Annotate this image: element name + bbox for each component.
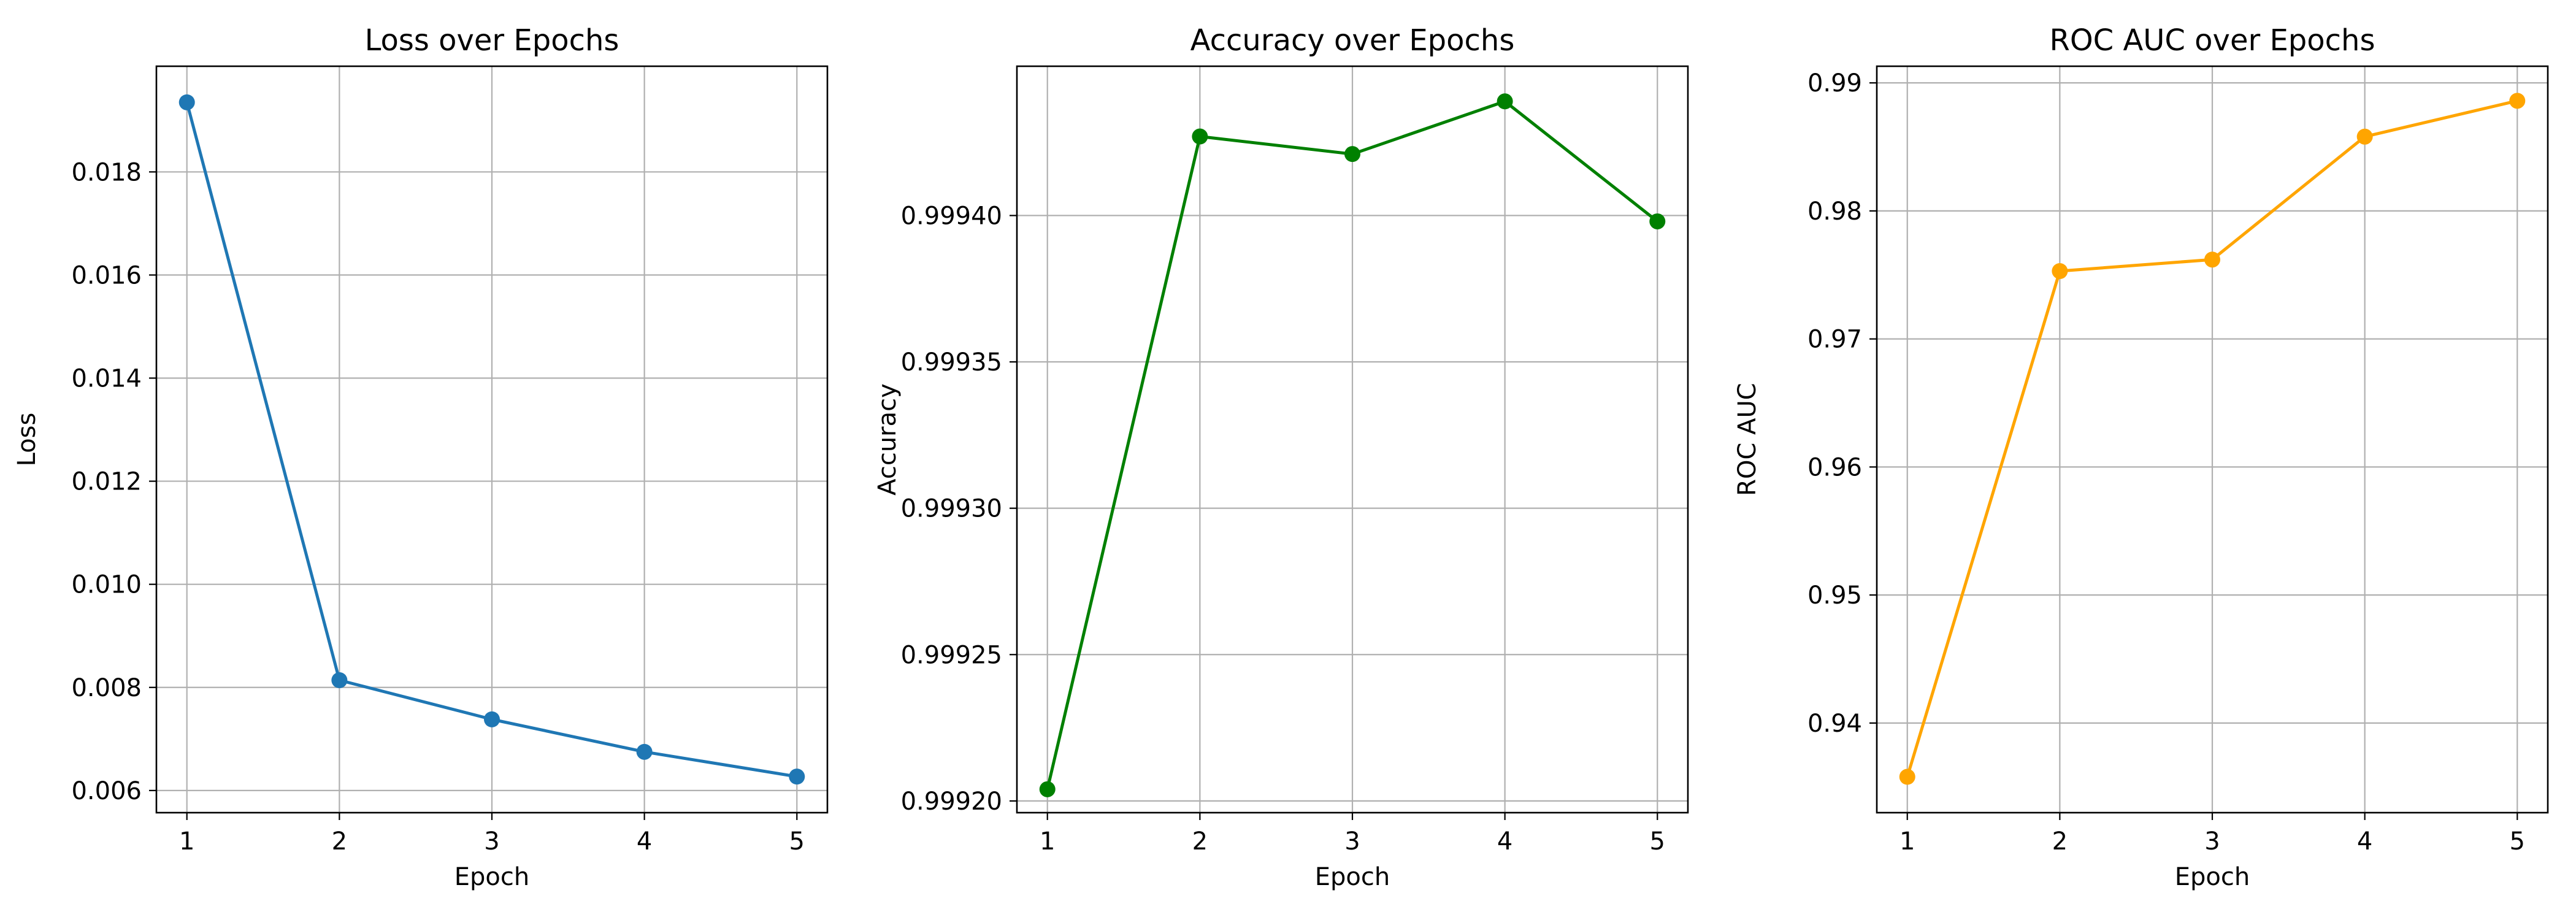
chart-1-point-3: [484, 711, 500, 727]
chart-2-point-4: [1497, 93, 1513, 110]
chart-3-point-2: [2052, 263, 2068, 279]
chart-1-point-1: [178, 94, 195, 110]
chart-1-y-axis-label: Loss: [13, 413, 41, 467]
chart-1-point-4: [636, 743, 653, 760]
chart-3-x-tick-label-1: 1: [1899, 827, 1915, 856]
chart-1-y-tick-label-1: 0.006: [71, 777, 142, 805]
chart-1-y-tick-label-4: 0.012: [71, 468, 142, 496]
chart-2-x-tick-label-2: 2: [1192, 827, 1208, 856]
chart-2-y-tick-label-1: 0.99920: [901, 788, 1002, 816]
chart-1-x-tick-label-5: 5: [789, 827, 805, 856]
chart-2-x-tick-label-5: 5: [1650, 827, 1665, 856]
chart-3-x-tick-label-5: 5: [2510, 827, 2525, 856]
chart-3-axes-frame: [1876, 65, 2549, 814]
chart-2-axes-frame: [1016, 65, 1689, 814]
chart-2-y-tick-label-3: 0.99930: [901, 495, 1002, 523]
chart-3-x-tick-label-3: 3: [2204, 827, 2220, 856]
chart-3-x-tick-label-2: 2: [2052, 827, 2068, 856]
chart-3-y-tick-label-6: 0.99: [1807, 69, 1862, 98]
chart-1-y-tick-label-7: 0.018: [71, 158, 142, 186]
chart-2-y-tick-label-4: 0.99935: [901, 348, 1002, 377]
chart-3-point-3: [2204, 251, 2220, 268]
chart-2-point-2: [1192, 128, 1208, 145]
chart-2-x-axis-label: Epoch: [1315, 863, 1390, 891]
chart-1-x-tick-label-1: 1: [179, 827, 194, 856]
chart-3-y-tick-label-3: 0.96: [1807, 453, 1862, 481]
chart-3-point-4: [2356, 128, 2373, 145]
chart-3-y-axis-label: ROC AUC: [1733, 383, 1761, 496]
chart-2-x-tick-label-4: 4: [1497, 827, 1512, 856]
chart-3-y-tick-label-2: 0.95: [1807, 581, 1862, 610]
chart-2-point-3: [1344, 146, 1360, 163]
chart-1-axes-frame: [155, 65, 829, 814]
chart-3-x-axis-label: Epoch: [2175, 863, 2250, 891]
chart-1-point-5: [789, 769, 805, 785]
chart-1-y-tick-label-6: 0.016: [71, 261, 142, 289]
chart-3-title: ROC AUC over Epochs: [2050, 23, 2375, 58]
chart-3-point-1: [1899, 769, 1915, 785]
chart-1-point-2: [331, 672, 348, 688]
chart-2-title: Accuracy over Epochs: [1190, 23, 1515, 58]
chart-2-x-tick-label-3: 3: [1344, 827, 1360, 856]
chart-1-x-tick-label-3: 3: [484, 827, 499, 856]
chart-1-y-tick-label-2: 0.008: [71, 674, 142, 702]
chart-3-x-tick-label-4: 4: [2357, 827, 2372, 856]
chart-2-y-axis-label: Accuracy: [873, 383, 902, 496]
chart-1-y-tick-label-5: 0.014: [71, 364, 142, 393]
chart-2-y-tick-label-5: 0.99940: [901, 202, 1002, 230]
chart-2-y-tick-label-2: 0.99925: [901, 641, 1002, 669]
chart-1-x-tick-label-2: 2: [332, 827, 347, 856]
chart-3-y-tick-label-5: 0.98: [1807, 197, 1862, 226]
chart-2-point-1: [1039, 781, 1056, 797]
chart-2-point-5: [1649, 213, 1666, 229]
chart-2: 1 2 3 4 5 0.99920 0.99925 0.99930 0.99935 0.99940…: [873, 23, 1689, 891]
chart-1-y-tick-label-3: 0.010: [71, 571, 142, 599]
chart-1: 1 2 3 4 5 0.006 0.008 0.010 0.012 0.014 0.016 0.018…: [13, 23, 829, 891]
chart-1-x-axis-label: Epoch: [454, 863, 529, 891]
chart-3-point-5: [2509, 93, 2526, 109]
chart-1-x-tick-label-4: 4: [637, 827, 652, 856]
chart-3: 1 2 3 4 5 0.94 0.95 0.96 0.97 0.98 0.99 ROC AUC ove…: [1733, 23, 2549, 891]
chart-2-x-tick-label-1: 1: [1040, 827, 1055, 856]
chart-1-title: Loss over Epochs: [365, 23, 619, 58]
chart-3-y-tick-label-4: 0.97: [1807, 326, 1862, 354]
chart-3-y-tick-label-1: 0.94: [1807, 710, 1862, 738]
